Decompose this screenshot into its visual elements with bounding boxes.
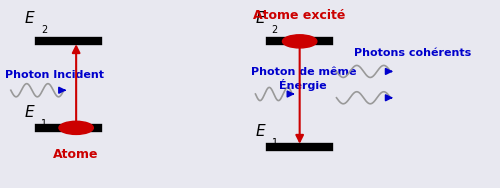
Text: E: E [256, 11, 265, 26]
Text: Photons cohérents: Photons cohérents [354, 48, 471, 58]
Text: 1: 1 [272, 138, 278, 148]
Text: E: E [24, 105, 34, 120]
Text: E: E [256, 124, 265, 139]
Circle shape [59, 121, 94, 134]
Text: Photon Incident: Photon Incident [5, 70, 104, 80]
Text: Atome excité: Atome excité [254, 8, 346, 22]
Text: 2: 2 [272, 25, 278, 35]
Circle shape [282, 35, 317, 48]
Text: 2: 2 [41, 25, 47, 35]
Text: 1: 1 [41, 119, 47, 129]
Text: Photon de même
Énergie: Photon de même Énergie [250, 67, 356, 91]
Text: E: E [24, 11, 34, 26]
Text: Atome: Atome [54, 148, 99, 161]
